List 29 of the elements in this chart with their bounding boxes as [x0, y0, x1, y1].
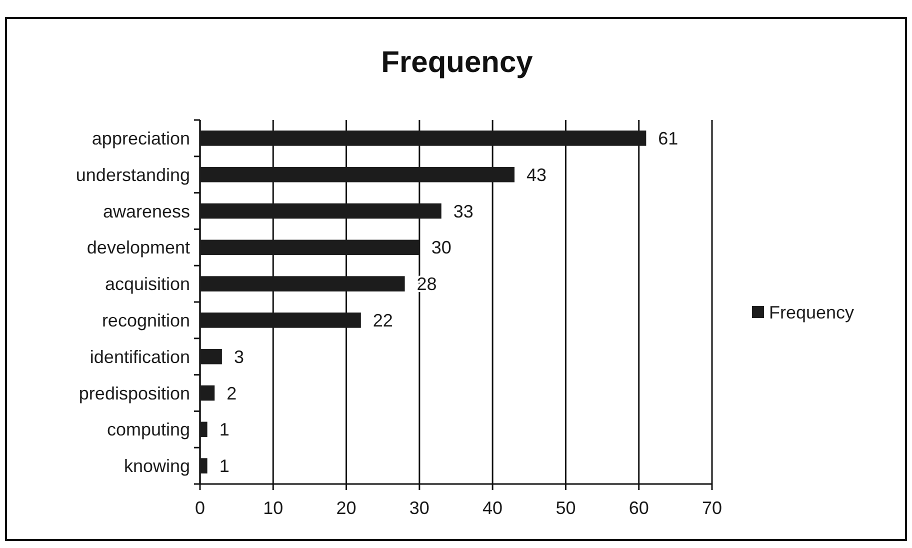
- y-tick-label: acquisition: [104, 274, 190, 294]
- x-tick-label: 0: [194, 498, 206, 518]
- x-tick-label: 30: [409, 498, 430, 518]
- data-label: 30: [431, 238, 452, 258]
- y-tick-label: appreciation: [92, 128, 190, 148]
- data-label: 43: [526, 164, 547, 185]
- chart-title: Frequency: [381, 46, 534, 79]
- data-label: 22: [372, 310, 393, 330]
- y-tick-label: knowing: [124, 456, 190, 476]
- data-label: 33: [453, 201, 474, 222]
- y-tick-label: computing: [106, 420, 190, 440]
- data-label: 2: [226, 383, 237, 404]
- y-tick-label: development: [86, 238, 190, 258]
- data-label: 1: [219, 456, 230, 476]
- y-tick-label: understanding: [76, 164, 190, 185]
- data-label: 61: [658, 128, 678, 148]
- data-label: 1: [219, 420, 230, 440]
- x-tick-label: 60: [628, 498, 649, 518]
- x-tick-label: 70: [702, 498, 722, 518]
- x-tick-label: 10: [263, 498, 284, 518]
- legend-label: Frequency: [769, 302, 854, 322]
- x-tick-label: 20: [336, 498, 356, 518]
- y-tick-label: recognition: [102, 310, 190, 330]
- y-tick-label: predisposition: [78, 383, 190, 404]
- y-tick-label: identification: [90, 346, 190, 367]
- x-tick-label: 50: [556, 498, 576, 518]
- x-tick-label: 40: [482, 498, 503, 518]
- y-tick-label: awareness: [102, 201, 190, 222]
- data-label: 3: [234, 346, 244, 367]
